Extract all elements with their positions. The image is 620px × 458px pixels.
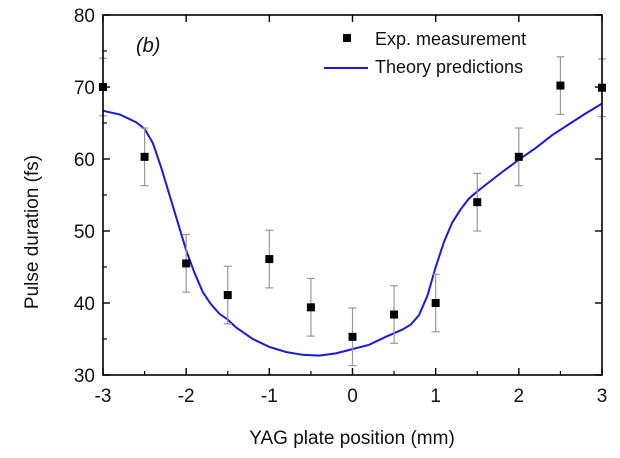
theory-line <box>102 102 603 357</box>
exp-point <box>348 307 357 367</box>
legend-label-exp: Exp. measurement <box>375 29 526 49</box>
exp-point <box>306 277 315 337</box>
ticks-layer: -3 -2 -1 0 1 2 3 30 40 50 60 70 80 <box>74 6 607 407</box>
panel-label: (b) <box>136 35 160 57</box>
exp-marker <box>306 303 315 312</box>
series-layer <box>99 56 606 367</box>
exp-marker <box>473 198 482 207</box>
exp-point <box>223 265 232 325</box>
exp-point <box>431 273 440 333</box>
exp-point <box>473 172 482 232</box>
x-tick-label: 0 <box>347 386 358 407</box>
x-tick-label: 2 <box>514 386 525 407</box>
legend-label-theory: Theory predictions <box>375 57 523 77</box>
x-tick-label: -1 <box>261 386 278 407</box>
y-tick-label: 50 <box>74 222 95 243</box>
x-axis-title: YAG plate position (mm) <box>249 428 455 449</box>
exp-marker <box>514 152 523 161</box>
x-tick-label: 1 <box>430 386 441 407</box>
exp-point <box>140 127 149 187</box>
exp-point <box>265 229 274 289</box>
y-axis-title: Pulse duration (fs) <box>22 155 43 309</box>
y-tick-label: 40 <box>74 294 95 315</box>
exp-marker <box>182 259 191 268</box>
exp-point <box>182 234 191 293</box>
y-tick-label: 60 <box>74 150 95 171</box>
x-tick-label: -2 <box>178 386 195 407</box>
y-tick-label: 30 <box>74 366 95 387</box>
exp-marker <box>556 81 565 90</box>
x-tick-label: 3 <box>597 386 608 407</box>
exp-marker <box>431 299 440 307</box>
x-tick-label: -3 <box>95 386 112 407</box>
legend-marker-exp <box>343 34 351 42</box>
y-tick-label: 80 <box>74 6 95 27</box>
exp-marker <box>223 291 232 300</box>
exp-marker <box>348 332 357 341</box>
exp-point <box>556 56 565 115</box>
exp-point <box>514 127 523 187</box>
exp-point <box>390 285 399 344</box>
exp-marker <box>390 310 399 319</box>
y-tick-label: 70 <box>74 78 95 99</box>
exp-marker <box>140 152 149 161</box>
exp-marker <box>265 255 274 264</box>
legend: Exp. measurement Theory predictions <box>324 29 526 77</box>
